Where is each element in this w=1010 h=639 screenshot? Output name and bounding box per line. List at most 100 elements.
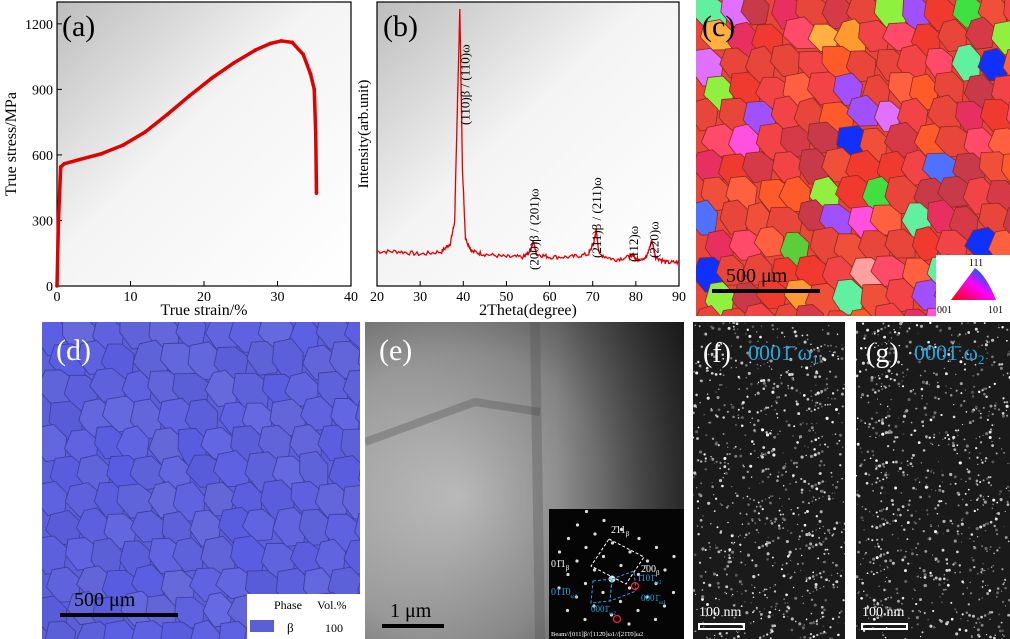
precipitate-dot bbox=[946, 578, 949, 582]
precipitate-dot bbox=[945, 568, 949, 572]
precipitate-dot bbox=[814, 543, 818, 547]
saed-spot bbox=[636, 608, 640, 613]
precipitate-dot bbox=[767, 451, 771, 455]
precipitate-dot bbox=[912, 388, 915, 391]
grain bbox=[884, 228, 917, 259]
precipitate-dot bbox=[981, 545, 983, 547]
precipitate-dot bbox=[984, 546, 988, 551]
precipitate-dot bbox=[891, 533, 894, 536]
panel-g-label: (g) bbox=[866, 338, 899, 369]
precipitate-dot bbox=[868, 617, 870, 619]
precipitate-dot bbox=[831, 637, 833, 639]
precipitate-dot bbox=[831, 392, 835, 395]
precipitate-dot bbox=[811, 545, 815, 548]
precipitate-dot bbox=[822, 525, 824, 528]
precipitate-dot bbox=[889, 408, 891, 410]
precipitate-dot bbox=[895, 373, 899, 376]
precipitate-dot bbox=[979, 416, 983, 419]
precipitate-dot bbox=[831, 420, 834, 424]
precipitate-dot bbox=[807, 482, 810, 486]
precipitate-dot bbox=[944, 391, 947, 394]
precipitate-dot bbox=[856, 474, 858, 477]
precipitate-dot bbox=[870, 378, 874, 382]
precipitate-dot bbox=[806, 373, 810, 377]
precipitate-dot bbox=[719, 372, 722, 376]
precipitate-dot bbox=[1001, 326, 1004, 329]
precipitate-dot bbox=[794, 596, 798, 600]
precipitate-dot bbox=[723, 556, 726, 558]
precipitate-dot bbox=[971, 614, 976, 618]
grain bbox=[720, 307, 750, 316]
precipitate-dot bbox=[746, 470, 750, 474]
precipitate-dot bbox=[867, 538, 870, 541]
precipitate-dot bbox=[770, 430, 772, 432]
precipitate-dot bbox=[818, 472, 822, 475]
precipitate-dot bbox=[877, 375, 880, 377]
precipitate-dot bbox=[717, 408, 721, 412]
precipitate-dot bbox=[891, 561, 895, 565]
precipitate-dot bbox=[956, 452, 958, 455]
precipitate-dot bbox=[915, 510, 917, 512]
precipitate-dot bbox=[830, 471, 833, 474]
grain bbox=[990, 20, 1010, 56]
precipitate-dot bbox=[705, 434, 708, 437]
precipitate-dot bbox=[808, 489, 811, 492]
precipitate-dot bbox=[693, 476, 695, 478]
saed-spot bbox=[645, 559, 650, 563]
precipitate-dot bbox=[796, 523, 799, 526]
precipitate-dot bbox=[769, 587, 771, 589]
precipitate-dot bbox=[988, 430, 992, 434]
precipitate-dot bbox=[934, 343, 936, 346]
precipitate-dot bbox=[697, 459, 700, 461]
precipitate-dot bbox=[695, 393, 698, 397]
precipitate-dot bbox=[982, 498, 985, 501]
precipitate-dot bbox=[876, 538, 879, 541]
precipitate-dot bbox=[974, 327, 978, 331]
precipitate-dot bbox=[964, 629, 968, 632]
precipitate-dot bbox=[882, 508, 885, 511]
precipitate-dot bbox=[896, 549, 899, 552]
precipitate-dot bbox=[919, 567, 921, 570]
precipitate-dot bbox=[715, 597, 717, 600]
grain bbox=[1002, 207, 1010, 236]
precipitate-dot bbox=[932, 578, 935, 581]
precipitate-dot bbox=[795, 400, 798, 403]
precipitate-dot bbox=[890, 498, 894, 503]
precipitate-dot bbox=[788, 553, 791, 557]
precipitate-dot bbox=[792, 461, 796, 465]
precipitate-dot bbox=[757, 531, 760, 534]
precipitate-dot bbox=[841, 344, 843, 346]
precipitate-dot bbox=[909, 389, 913, 393]
grain bbox=[354, 400, 360, 424]
precipitate-dot bbox=[835, 408, 838, 411]
precipitate-dot bbox=[816, 346, 819, 350]
precipitate-dot bbox=[788, 498, 791, 500]
precipitate-dot bbox=[917, 441, 921, 444]
precipitate-dot bbox=[911, 552, 914, 556]
precipitate-dot bbox=[804, 445, 806, 447]
precipitate-dot bbox=[809, 542, 813, 546]
precipitate-dot bbox=[706, 396, 710, 400]
precipitate-dot bbox=[871, 449, 875, 453]
precipitate-dot bbox=[757, 381, 760, 383]
precipitate-dot bbox=[885, 461, 889, 465]
saed-label-5: 1̄101̄ω1 bbox=[637, 573, 662, 586]
grain bbox=[964, 16, 996, 50]
precipitate-dot bbox=[810, 349, 812, 351]
precipitate-dot bbox=[750, 602, 752, 604]
precipitate-dot bbox=[982, 406, 985, 409]
precipitate-dot bbox=[723, 567, 727, 571]
precipitate-dot bbox=[861, 506, 863, 508]
precipitate-dot bbox=[940, 500, 943, 503]
precipitate-dot bbox=[983, 500, 987, 504]
precipitate-dot bbox=[920, 496, 922, 498]
precipitate-dot bbox=[982, 434, 984, 436]
precipitate-dot bbox=[782, 527, 785, 529]
precipitate-dot bbox=[743, 466, 745, 468]
precipitate-dot bbox=[858, 590, 860, 593]
precipitate-dot bbox=[1001, 600, 1005, 604]
precipitate-dot bbox=[915, 547, 917, 549]
precipitate-dot bbox=[874, 391, 877, 394]
precipitate-dot bbox=[901, 602, 903, 605]
precipitate-dot bbox=[834, 397, 836, 400]
